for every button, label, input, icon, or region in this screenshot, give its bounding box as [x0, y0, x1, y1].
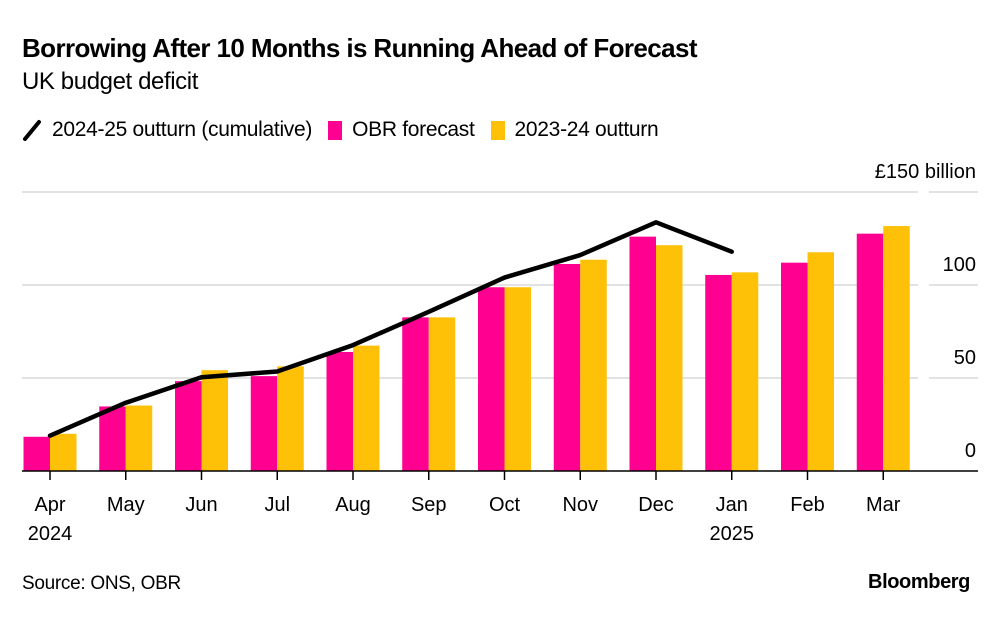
x-tick-label: Jan: [716, 494, 748, 516]
tick-labels: 0 50 100 £150 billion Apr 2024 May Jun Jul Aug Sep…: [28, 161, 976, 545]
obr-forecast-bar: [478, 287, 505, 471]
obr-forecast-bar: [705, 274, 732, 471]
x-tick-year-label: 2025: [710, 523, 755, 545]
y-tick-label: 50: [954, 347, 976, 369]
obr-forecast-bar: [553, 263, 581, 471]
x-tick-label: Oct: [489, 494, 521, 516]
x-tick-year-label: 2024: [28, 523, 73, 545]
obr-forecast-bar: [250, 376, 278, 471]
legend-item-2024-25-outturn: 2024-25 outturn (cumulative): [22, 118, 312, 142]
obr-forecast-bar: [629, 236, 656, 471]
legend-label: OBR forecast: [352, 118, 475, 141]
source-note: Source: ONS, OBR: [22, 573, 181, 594]
x-tick-label: Apr: [34, 494, 65, 516]
outturn-2023-24-bar: [580, 259, 607, 471]
legend-label: 2024-25 outturn (cumulative): [52, 118, 313, 141]
y-tick-label: 100: [943, 254, 976, 276]
legend-label: 2023-24 outturn: [514, 118, 659, 141]
chart-subtitle: UK budget deficit: [22, 68, 198, 95]
legend-item-2023-24-outturn: 2023-24 outturn: [490, 118, 659, 142]
outturn-2023-24-bar: [50, 433, 77, 471]
x-tick-label: Sep: [411, 494, 447, 516]
obr-forecast-bar: [402, 317, 429, 471]
obr-forecast-bar: [23, 436, 50, 471]
obr-forecast-bar: [175, 381, 202, 471]
x-tick-label: May: [107, 494, 145, 516]
obr-swatch-icon: [328, 120, 343, 140]
obr-forecast-bar: [99, 406, 126, 471]
gridlines: [22, 191, 978, 379]
outturn-2023-24-bar: [353, 345, 380, 471]
bloomberg-logo: Bloomberg: [868, 571, 970, 593]
line-swatch-icon: [23, 120, 41, 141]
legend: 2024-25 outturn (cumulative) OBR forecas…: [22, 118, 674, 142]
x-axis: [22, 470, 978, 480]
outturn-line-layer: [47, 220, 734, 438]
outturn-2023-24-bar: [428, 317, 456, 471]
chart-title: Borrowing After 10 Months is Running Ahe…: [22, 33, 698, 63]
x-tick-label: Jun: [185, 494, 217, 516]
x-tick-label: Mar: [866, 494, 901, 516]
x-tick-label: Aug: [335, 494, 371, 516]
outturn-2024-25-line: [47, 220, 734, 438]
outturn-2023-24-bar: [201, 370, 228, 471]
bars: [23, 226, 910, 471]
x-tick-label: Jul: [264, 494, 290, 516]
x-tick-label: Feb: [790, 494, 824, 516]
x-tick-label: Dec: [638, 494, 674, 516]
prev-swatch-icon: [490, 120, 505, 140]
outturn-2023-24-bar: [656, 245, 683, 471]
outturn-2023-24-bar: [125, 405, 153, 471]
y-tick-label: £150 billion: [875, 161, 976, 183]
outturn-2023-24-bar: [731, 272, 759, 471]
outturn-2023-24-bar: [277, 366, 304, 471]
outturn-2023-24-bar: [883, 226, 910, 471]
obr-forecast-bar: [856, 233, 884, 471]
outturn-2023-24-bar: [807, 252, 834, 471]
x-tick-label: Nov: [562, 494, 598, 516]
outturn-2023-24-bar: [504, 287, 531, 471]
obr-forecast-bar: [781, 262, 808, 471]
obr-forecast-bar: [326, 351, 353, 471]
y-tick-label: 0: [965, 440, 976, 462]
legend-item-obr-forecast: OBR forecast: [328, 118, 475, 142]
